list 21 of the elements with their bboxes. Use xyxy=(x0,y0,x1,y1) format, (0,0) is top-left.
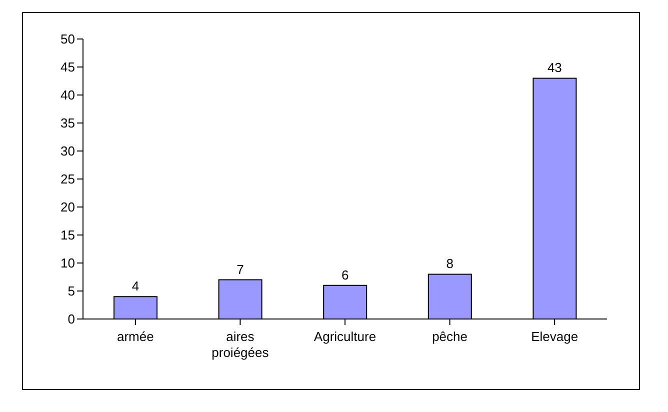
y-tick-label: 50 xyxy=(60,32,75,47)
x-tick-label: armée xyxy=(116,329,154,344)
y-tick-label: 20 xyxy=(60,200,75,215)
y-tick-label: 25 xyxy=(60,172,75,187)
x-tick-label: Agriculture xyxy=(314,329,376,344)
x-tick-label: aires proiégées xyxy=(212,329,270,360)
y-tick-label: 5 xyxy=(68,284,75,299)
x-tick-label: Elevage xyxy=(531,329,578,344)
y-tick-label: 30 xyxy=(60,144,75,159)
data-label: 8 xyxy=(446,256,454,272)
y-tick-label: 0 xyxy=(68,312,75,327)
x-tick-label: pêche xyxy=(432,329,468,344)
y-tick-label: 35 xyxy=(60,116,75,131)
y-tick-label: 40 xyxy=(60,88,75,103)
data-label: 4 xyxy=(132,278,140,294)
data-label: 7 xyxy=(236,262,244,277)
data-label: 6 xyxy=(341,267,349,282)
y-tick-label: 10 xyxy=(60,256,75,271)
data-label: 43 xyxy=(547,60,562,76)
y-tick-label: 15 xyxy=(60,228,75,243)
y-tick-label: 45 xyxy=(60,60,75,75)
